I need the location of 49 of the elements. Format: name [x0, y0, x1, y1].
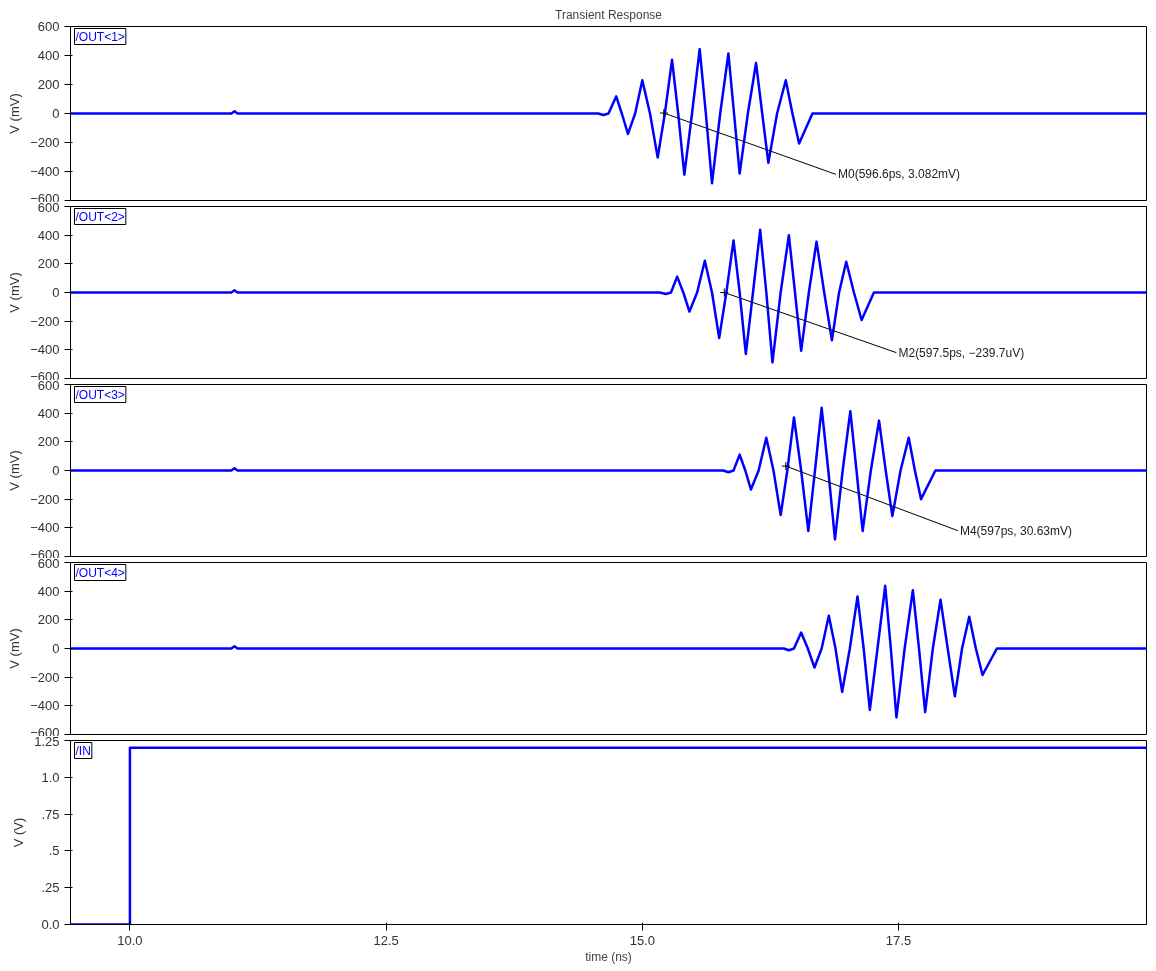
line-series: [70, 47, 1147, 185]
y-tick-label: .75: [41, 806, 60, 822]
x-tick-label: 17.5: [885, 932, 912, 948]
y-tick-label: 0.0: [41, 917, 60, 932]
y-tick-label: −400: [30, 520, 60, 536]
y-tick-label: 1.0: [41, 769, 60, 785]
y-tick-label: 400: [37, 227, 60, 243]
text: /OUT<4>: [75, 565, 125, 580]
text: /IN: [75, 743, 91, 758]
y-axis-title: V (mV): [7, 450, 23, 491]
y-tick-label: 200: [37, 256, 60, 272]
y-tick-label: 400: [37, 405, 60, 421]
x-tick-label: 10.0: [117, 932, 143, 948]
y-tick-label: 0: [52, 641, 60, 656]
y-tick-label: −400: [30, 698, 60, 714]
y-tick-label: 200: [37, 434, 60, 450]
y-tick-label: 600: [37, 19, 60, 34]
x-tick-label: 12.5: [373, 932, 399, 948]
y-tick-label: 400: [37, 583, 60, 599]
x-tick-label: 15.0: [629, 932, 655, 948]
y-tick-label: −200: [30, 135, 60, 150]
y-tick-label: 200: [37, 77, 60, 92]
y-tick-label: −400: [30, 342, 60, 358]
y-tick-label: .25: [41, 880, 60, 896]
line-series: [70, 406, 1147, 541]
line-series: [70, 584, 1147, 719]
y-tick-label: 0: [52, 106, 60, 121]
y-tick-label: −200: [30, 669, 60, 685]
text: /OUT<1>: [75, 29, 125, 44]
y-axis-title: V (mV): [7, 272, 23, 313]
text: /OUT<3>: [75, 387, 125, 402]
annotation: M0(596.6ps, 3.082mV): [838, 167, 961, 182]
x-axis-title: time (ns): [585, 949, 632, 964]
chart-title: Transient Response: [555, 7, 663, 22]
y-tick-label: 0: [52, 463, 60, 478]
text: /OUT<2>: [75, 209, 125, 224]
y-tick-label: 200: [37, 612, 60, 628]
y-tick-label: −200: [30, 491, 60, 507]
y-tick-label: −200: [30, 313, 60, 329]
y-tick-label: 400: [37, 48, 60, 63]
y-tick-label: 0: [52, 285, 60, 300]
y-tick-label: −400: [30, 164, 60, 179]
y-axis-title: V (mV): [7, 628, 23, 669]
annotation: M4(597ps, 30.63mV): [959, 523, 1073, 538]
annotation: M2(597.5ps, −239.7uV): [898, 345, 1025, 360]
y-axis-title: V (mV): [7, 93, 23, 134]
y-tick-label: .5: [48, 843, 60, 859]
line-series: [70, 228, 1147, 364]
y-axis-title: V (V): [11, 817, 27, 848]
